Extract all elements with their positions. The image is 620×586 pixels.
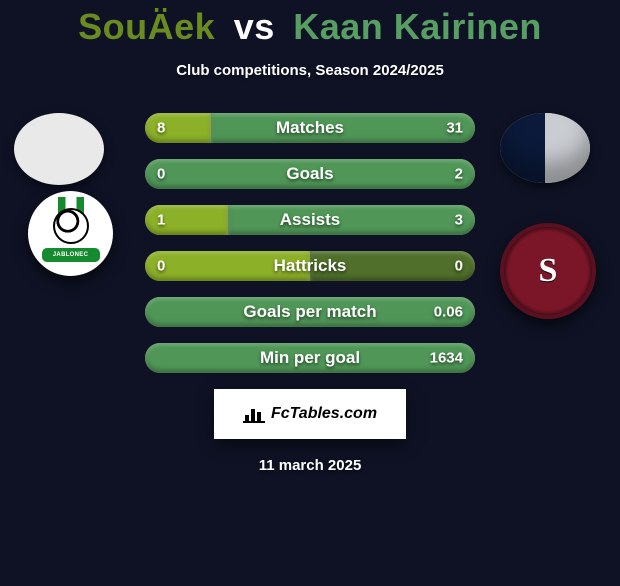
stat-value-right: 3 — [455, 212, 463, 229]
title-vs: vs — [234, 6, 275, 47]
stat-bar: 8 Matches 31 — [145, 113, 475, 143]
stat-bar: Goals per match 0.06 — [145, 297, 475, 327]
club1-name: JABLONEC — [42, 248, 100, 262]
stat-value-left: 0 — [157, 166, 165, 183]
player2-avatar — [500, 113, 590, 183]
date-label: 11 march 2025 — [0, 457, 620, 474]
bar-fill-left — [145, 113, 211, 143]
stat-bar: 0 Hattricks 0 — [145, 251, 475, 281]
stats-area: JABLONEC S 8 Matches 31 0 Goals 2 1 Assists 3 0 Ha… — [0, 105, 620, 373]
stat-label: Goals per match — [243, 302, 376, 322]
bar-fill-right — [228, 205, 476, 235]
stat-label: Matches — [276, 118, 344, 138]
stat-label: Assists — [280, 210, 340, 230]
stat-bars: 8 Matches 31 0 Goals 2 1 Assists 3 0 Hattricks 0 Goa… — [145, 105, 475, 373]
bar-chart-icon — [243, 405, 265, 423]
stat-label: Hattricks — [274, 256, 347, 276]
soccer-ball-icon — [53, 208, 89, 244]
player1-club-logo: JABLONEC — [28, 191, 113, 276]
player2-club-logo: S — [500, 223, 596, 319]
stat-value-left: 8 — [157, 120, 165, 137]
stat-label: Goals — [286, 164, 333, 184]
stat-label: Min per goal — [260, 348, 360, 368]
stat-value-right: 0 — [455, 258, 463, 275]
stat-bar: Min per goal 1634 — [145, 343, 475, 373]
attribution-text: FcTables.com — [271, 405, 377, 423]
comparison-title: SouÄek vs Kaan Kairinen — [0, 6, 620, 48]
title-player2: Kaan Kairinen — [293, 6, 542, 47]
stat-value-right: 1634 — [430, 350, 463, 367]
stat-bar: 1 Assists 3 — [145, 205, 475, 235]
player1-avatar — [14, 113, 104, 185]
subtitle: Club competitions, Season 2024/2025 — [0, 62, 620, 79]
attribution-link[interactable]: FcTables.com — [214, 389, 406, 439]
stat-value-left: 1 — [157, 212, 165, 229]
title-player1: SouÄek — [78, 6, 215, 47]
stat-value-right: 2 — [455, 166, 463, 183]
stat-value-left: 0 — [157, 258, 165, 275]
stat-bar: 0 Goals 2 — [145, 159, 475, 189]
stat-value-right: 31 — [446, 120, 463, 137]
stat-value-right: 0.06 — [434, 304, 463, 321]
